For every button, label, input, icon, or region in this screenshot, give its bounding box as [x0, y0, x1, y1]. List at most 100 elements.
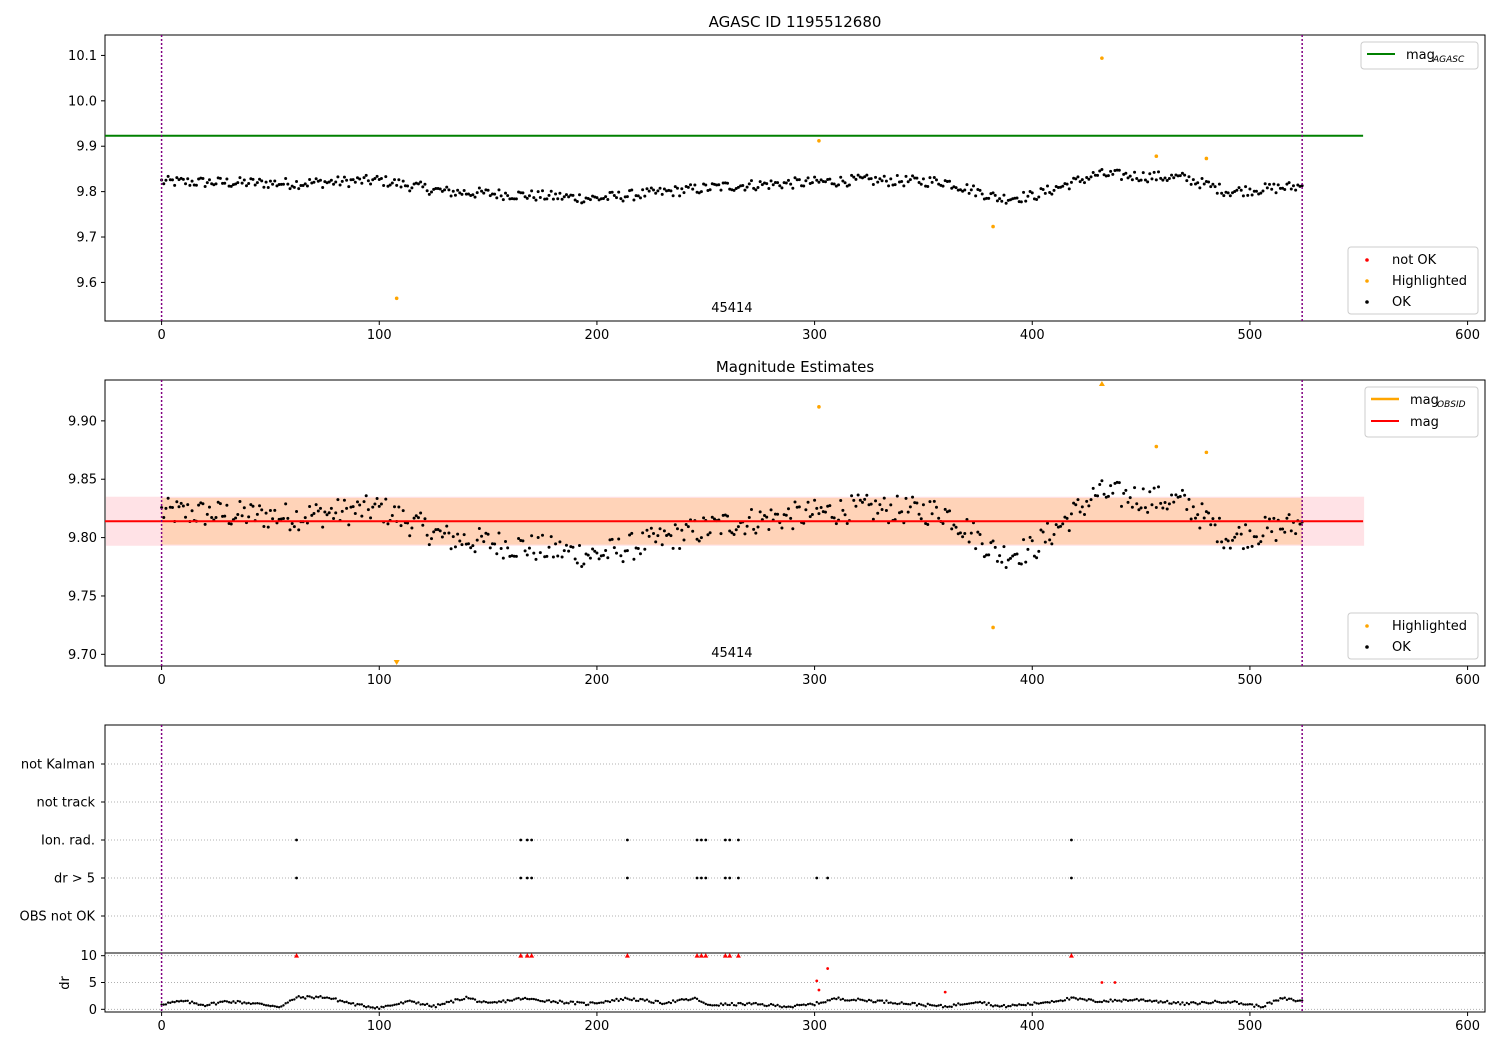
dr-ok-point: [1163, 1001, 1167, 1004]
dr-ok-point: [1061, 999, 1064, 1003]
ok-point: [915, 501, 919, 505]
dr-ok-point: [924, 1005, 927, 1008]
ok-point: [1261, 534, 1265, 538]
dr-ok-point: [933, 1004, 936, 1007]
dr-ok-point: [615, 997, 618, 1001]
dr-ok-point: [717, 1004, 721, 1007]
ok-point: [488, 546, 492, 550]
dr-ok-point: [859, 998, 862, 1001]
dr-ok-point: [706, 1003, 710, 1007]
dr-ok-point: [234, 1001, 237, 1005]
dr-ok-point: [1111, 1000, 1114, 1003]
dr-ok-point: [458, 999, 461, 1002]
ok-point: [1128, 496, 1132, 500]
highlighted-point: [1204, 156, 1209, 161]
ok-point: [749, 179, 753, 183]
dr-ok-point: [584, 1003, 588, 1007]
dr-ok-point: [963, 1002, 966, 1006]
ok-point: [1100, 479, 1104, 483]
dr-ok-point: [961, 1003, 964, 1006]
ok-point: [832, 182, 836, 186]
ok-point: [623, 195, 627, 199]
ok-point: [414, 514, 418, 518]
ok-point: [1228, 194, 1232, 198]
dr-ok-point: [1024, 1004, 1027, 1007]
legend-label: OK: [1392, 295, 1411, 310]
dr-ok-point: [310, 996, 313, 999]
dr-ok-point: [906, 1003, 910, 1006]
ok-point: [1030, 191, 1034, 195]
ok-point: [493, 542, 497, 546]
dr-ok-point: [998, 1005, 1001, 1008]
ok-point: [871, 517, 875, 521]
dr-ok-point: [1044, 1001, 1047, 1004]
dr-ok-point: [430, 1005, 433, 1008]
ok-point: [932, 176, 936, 180]
dr-ok-point: [589, 1001, 592, 1004]
ok-point: [486, 532, 490, 536]
dr-ok-point: [462, 997, 466, 1001]
ok-point: [425, 189, 429, 193]
dr-ok-point: [530, 997, 533, 1001]
ok-point: [1191, 178, 1195, 182]
ok-point: [525, 553, 529, 557]
ok-point: [1250, 193, 1254, 197]
ok-point: [708, 188, 712, 192]
dr-ok-point: [419, 1003, 422, 1006]
dr-ok-point: [439, 1003, 442, 1007]
ok-point: [691, 187, 695, 191]
ok-point: [1141, 171, 1145, 175]
dr-ok-point: [256, 1002, 259, 1005]
dr-ok-point: [367, 1005, 370, 1008]
dr-ok-point: [1059, 999, 1062, 1002]
ok-point: [392, 178, 396, 182]
dr-ok-point: [896, 1002, 899, 1006]
dr-ok-point: [904, 1002, 908, 1006]
ok-point: [351, 178, 355, 182]
dr-ok-point: [267, 1004, 270, 1007]
dr-ok-point: [1135, 997, 1138, 1001]
ok-point: [551, 197, 555, 201]
x-tick-label: 0: [157, 673, 165, 688]
dr-ok-point: [1146, 999, 1149, 1003]
ok-point: [612, 194, 616, 198]
ok-point: [375, 174, 379, 178]
dr-ok-point: [258, 1002, 261, 1005]
ok-point: [810, 512, 814, 516]
ok-point: [852, 175, 856, 179]
ok-point: [264, 511, 268, 515]
dr-ok-point: [656, 999, 660, 1003]
dr-ok-point: [301, 996, 305, 999]
ok-point: [1089, 498, 1093, 502]
dr-ok-point: [1240, 1002, 1243, 1005]
ok-point: [1278, 186, 1282, 190]
dr-ok-point: [724, 1002, 727, 1005]
ok-point: [765, 515, 769, 519]
dr-ok-point: [1126, 999, 1130, 1003]
ok-point: [575, 200, 579, 204]
ok-point: [985, 196, 989, 200]
y-tick-label: 9.75: [68, 589, 97, 604]
dr-ok-point: [1115, 999, 1119, 1002]
ok-point: [1165, 507, 1169, 511]
dr-ok-point: [739, 1001, 742, 1005]
ok-point: [1287, 181, 1291, 185]
dr-not-ok-point: [1113, 981, 1117, 984]
ok-point: [937, 182, 941, 186]
dr-ok-point: [743, 1003, 747, 1007]
ok-point: [238, 499, 242, 503]
dr-ok-point: [330, 997, 333, 1001]
dr-ok-point: [650, 1001, 653, 1004]
ok-point: [379, 502, 383, 506]
dr-ok-point: [1144, 999, 1147, 1003]
ok-point: [1233, 535, 1237, 539]
ok-point: [856, 173, 860, 177]
ok-point: [353, 511, 357, 515]
ok-point: [601, 197, 605, 201]
ok-point: [1180, 488, 1184, 492]
dr-ok-point: [1244, 1003, 1247, 1006]
dr-ok-point: [415, 1002, 418, 1005]
ok-point: [732, 188, 736, 192]
ok-point: [225, 177, 229, 181]
dr-ok-point: [473, 998, 477, 1001]
